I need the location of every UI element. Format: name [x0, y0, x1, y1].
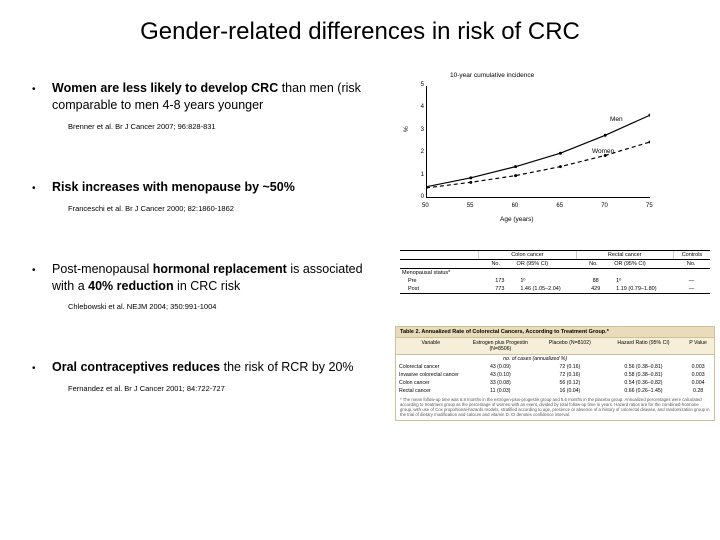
legend-women: Women	[592, 148, 614, 155]
chart-lines	[426, 86, 650, 198]
table-row: Invasive colorectal cancer43 (0.10)72 (0…	[396, 371, 714, 379]
table2-header: Variable Estrogen plus Progestin (N=8506…	[396, 337, 714, 355]
y-axis-label: %	[403, 126, 410, 132]
bullet-item: • Women are less likely to develop CRC t…	[0, 74, 380, 118]
table-header-row: Colon cancer Rectal cancer Controls	[400, 251, 710, 260]
table-row: Colorectal cancer43 (0.09)72 (0.16)0.56 …	[396, 363, 714, 371]
table2-subnote: no. of cases (annualized %)	[396, 355, 714, 363]
table-row: Pre 173 1ᵇ 88 1ᵇ —	[400, 277, 710, 285]
citation: Chlebowski et al. NEJM 2004; 350:991-100…	[0, 298, 380, 327]
bullet-item: • Post-menopausal hormonal replacement i…	[0, 255, 380, 299]
table-row: Colon cancer33 (0.08)56 (0.12)0.54 (0.36…	[396, 379, 714, 387]
table2-title: Table 2. Annualized Rate of Colorectal C…	[396, 327, 714, 337]
legend-men: Men	[610, 116, 623, 123]
menopause-or-table: Colon cancer Rectal cancer Controls No. …	[400, 250, 710, 294]
bullet-item: • Risk increases with menopause by ~50%	[0, 173, 380, 200]
bullet-text: Oral contraceptives reduces the risk of …	[52, 359, 354, 376]
table-row: Menopausal status*	[400, 269, 710, 277]
page-title: Gender-related differences in risk of CR…	[0, 0, 720, 54]
table-row: Rectal cancer11 (0.03)16 (0.04)0.66 (0.2…	[396, 387, 714, 395]
bullet-item: • Oral contraceptives reduces the risk o…	[0, 353, 380, 380]
treatment-group-table: Table 2. Annualized Rate of Colorectal C…	[395, 326, 715, 421]
table-row: Post 773 1.46 (1.05–2.04) 429 1.19 (0.79…	[400, 285, 710, 294]
citation: Brenner et al. Br J Cancer 2007; 96:828-…	[0, 118, 380, 147]
bullet-icon: •	[32, 261, 52, 295]
citation: Franceschi et al. Br J Cancer 2000; 82:1…	[0, 200, 380, 229]
incidence-line-chart: 10-year cumulative incidence % Age (year…	[400, 72, 660, 227]
table2-footnote: * The mean follow-up time was 6.8 months…	[396, 395, 714, 420]
bullet-icon: •	[32, 359, 52, 376]
bullet-icon: •	[32, 179, 52, 196]
bullet-text: Post-menopausal hormonal replacement is …	[52, 261, 380, 295]
x-axis-label: Age (years)	[500, 216, 534, 223]
bullet-text: Risk increases with menopause by ~50%	[52, 179, 295, 196]
table-subheader-row: No. OR (95% CI) No. OR (95% CI) No.	[400, 260, 710, 269]
bullet-text: Women are less likely to develop CRC tha…	[52, 80, 380, 114]
chart-title: 10-year cumulative incidence	[450, 72, 534, 79]
citation: Fernandez et al. Br J Cancer 2001; 84:72…	[0, 380, 380, 409]
bullet-icon: •	[32, 80, 52, 114]
